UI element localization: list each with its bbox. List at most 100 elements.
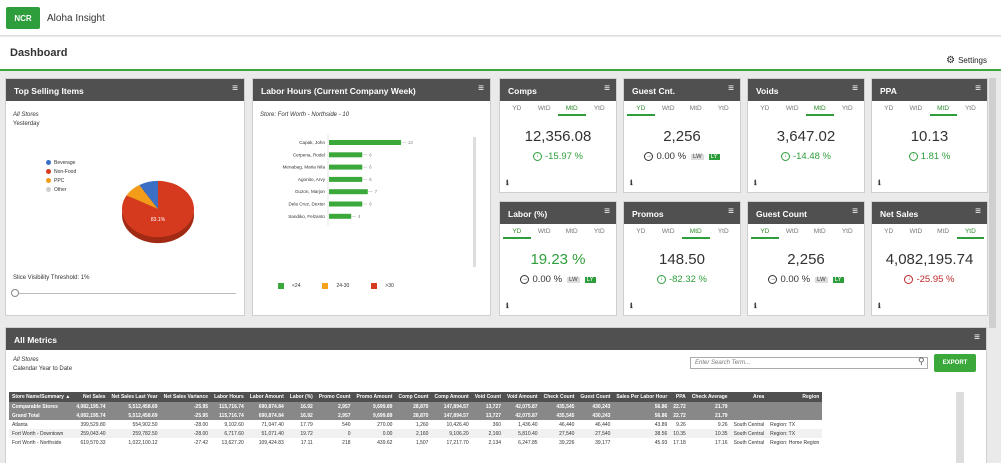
tab-mtd[interactable]: MtD [806,103,834,116]
column-header[interactable]: Labor Amount [246,392,287,402]
table-row[interactable]: Comparable Stores 4,082,195.74 5,512,458.6… [9,402,823,411]
tab-yd[interactable]: YD [503,226,531,239]
info-icon[interactable]: ℹ [630,180,633,187]
tab-yd[interactable]: YD [512,105,522,112]
chart-scrollbar[interactable] [473,137,476,267]
column-header[interactable]: Area [730,392,768,402]
ly-badge[interactable]: LY [832,276,844,283]
tab-ytd[interactable]: YtD [956,226,984,239]
info-icon[interactable]: ℹ [630,303,633,310]
column-header[interactable]: Comp Count [395,392,432,402]
ncr-logo[interactable]: NCR [6,7,40,29]
menu-icon[interactable]: ≡ [728,206,734,217]
menu-icon[interactable]: ≡ [728,83,734,94]
lw-badge[interactable]: LW [567,276,580,283]
tab-wtd[interactable]: WtD [785,105,799,112]
table-cell [767,411,823,420]
tab-ytd[interactable]: YtD [593,105,605,112]
tab-wtd[interactable]: WtD [661,228,675,235]
tab-ytd[interactable]: YtD [964,105,976,112]
column-header[interactable]: Void Amount [504,392,541,402]
column-header[interactable]: Promo Amount [353,392,396,402]
tab-mtd[interactable]: MtD [682,226,710,239]
tab-ytd[interactable]: YtD [717,105,729,112]
tab-wtd[interactable]: WtD [537,228,551,235]
ly-badge[interactable]: LY [584,276,596,283]
info-icon[interactable]: ℹ [506,303,509,310]
column-header[interactable]: PPA [670,392,689,402]
column-header[interactable]: Check Count [540,392,578,402]
tab-ytd[interactable]: YtD [841,105,853,112]
bar-label: Dela Cruz, Dexter [288,202,325,207]
info-icon[interactable]: ℹ [754,180,757,187]
tab-wtd[interactable]: WtD [537,105,551,112]
column-header[interactable]: Check Average [688,392,731,402]
column-header[interactable]: Comp Amount [431,392,472,402]
tab-yd[interactable]: YD [884,228,894,235]
settings-button[interactable]: ⚙ Settings [946,55,987,66]
column-header[interactable]: Net Sales Variance [160,392,212,402]
tab-yd[interactable]: YD [636,228,646,235]
slider-handle[interactable] [11,289,19,297]
tab-yd[interactable]: YD [627,103,655,116]
info-icon[interactable]: ℹ [506,180,509,187]
column-header[interactable]: Net Sales Last Year [108,392,161,402]
period-tabs: YD WtD MtD YtD [875,226,984,239]
info-icon[interactable]: ℹ [878,180,881,187]
lw-badge[interactable]: LW [691,153,704,160]
info-icon[interactable]: ℹ [754,303,757,310]
column-header[interactable]: Region [767,392,823,402]
tab-yd[interactable]: YD [751,226,779,239]
column-header[interactable]: Labor Hours [211,392,247,402]
page-scrollbar[interactable] [989,78,996,328]
tab-ytd[interactable]: YtD [841,228,853,235]
search-icon[interactable]: ⚲ [918,356,925,366]
tab-mtd[interactable]: MtD [813,228,826,235]
table-scrollbar[interactable] [956,392,964,463]
tab-yd[interactable]: YD [884,105,894,112]
column-header[interactable]: Void Count [471,392,505,402]
tab-wtd[interactable]: WtD [661,105,675,112]
menu-icon[interactable]: ≡ [478,83,484,94]
column-header[interactable]: Store Name/Summary ▲ [9,392,74,402]
column-header[interactable]: Guest Count [577,392,614,402]
menu-icon[interactable]: ≡ [604,206,610,217]
column-header[interactable]: Promo Count [315,392,354,402]
column-header[interactable]: Sales Per Labor Hour [613,392,671,402]
kpi-value: 10.13 [910,128,949,145]
column-header[interactable]: Net Sales [73,392,109,402]
table-row[interactable]: Atlanta 399,529.80 554,902.50 -28.00 9,102.6… [9,420,822,429]
tab-wtd[interactable]: WtD [909,105,923,112]
search-input[interactable]: Enter Search Term... [690,357,928,369]
tab-yd[interactable]: YD [760,105,770,112]
menu-icon[interactable]: ≡ [974,332,980,343]
tab-wtd[interactable]: WtD [785,228,799,235]
lw-badge[interactable]: LW [815,276,828,283]
tab-mtd[interactable]: MtD [937,228,950,235]
tab-mtd[interactable]: MtD [929,103,957,116]
tab-ytd[interactable]: YtD [717,228,729,235]
menu-icon[interactable]: ≡ [852,83,858,94]
tab-wtd[interactable]: WtD [909,228,923,235]
tab-mtd[interactable]: MtD [689,105,702,112]
table-cell: 17.11 [300,439,313,446]
export-button[interactable]: EXPORT [934,354,976,372]
menu-icon[interactable]: ≡ [852,206,858,217]
info-icon[interactable]: ℹ [878,303,881,310]
table-row[interactable]: Fort Worth - Northside 619,570.33 1,022,10… [9,438,822,447]
threshold-slider[interactable] [14,293,236,294]
menu-icon[interactable]: ≡ [975,206,981,217]
menu-icon[interactable]: ≡ [232,83,238,94]
tab-mtd[interactable]: MtD [565,228,578,235]
legend-label: <24 [292,283,301,289]
tab-mtd[interactable]: MtD [558,103,586,116]
column-header[interactable]: Labor (%) [286,392,316,402]
menu-icon[interactable]: ≡ [975,83,981,94]
table-row[interactable]: Fort Worth - Downtown 259,043.40 259,782.5… [9,429,823,438]
tab-ytd[interactable]: YtD [593,228,605,235]
table-cell [767,402,823,411]
ly-badge[interactable]: LY [708,153,720,160]
table-cell: 554,902.50 [132,421,158,428]
menu-icon[interactable]: ≡ [604,83,610,94]
table-row[interactable]: Grand Total 4,082,195.74 5,512,458.69 -25.9… [9,411,823,420]
